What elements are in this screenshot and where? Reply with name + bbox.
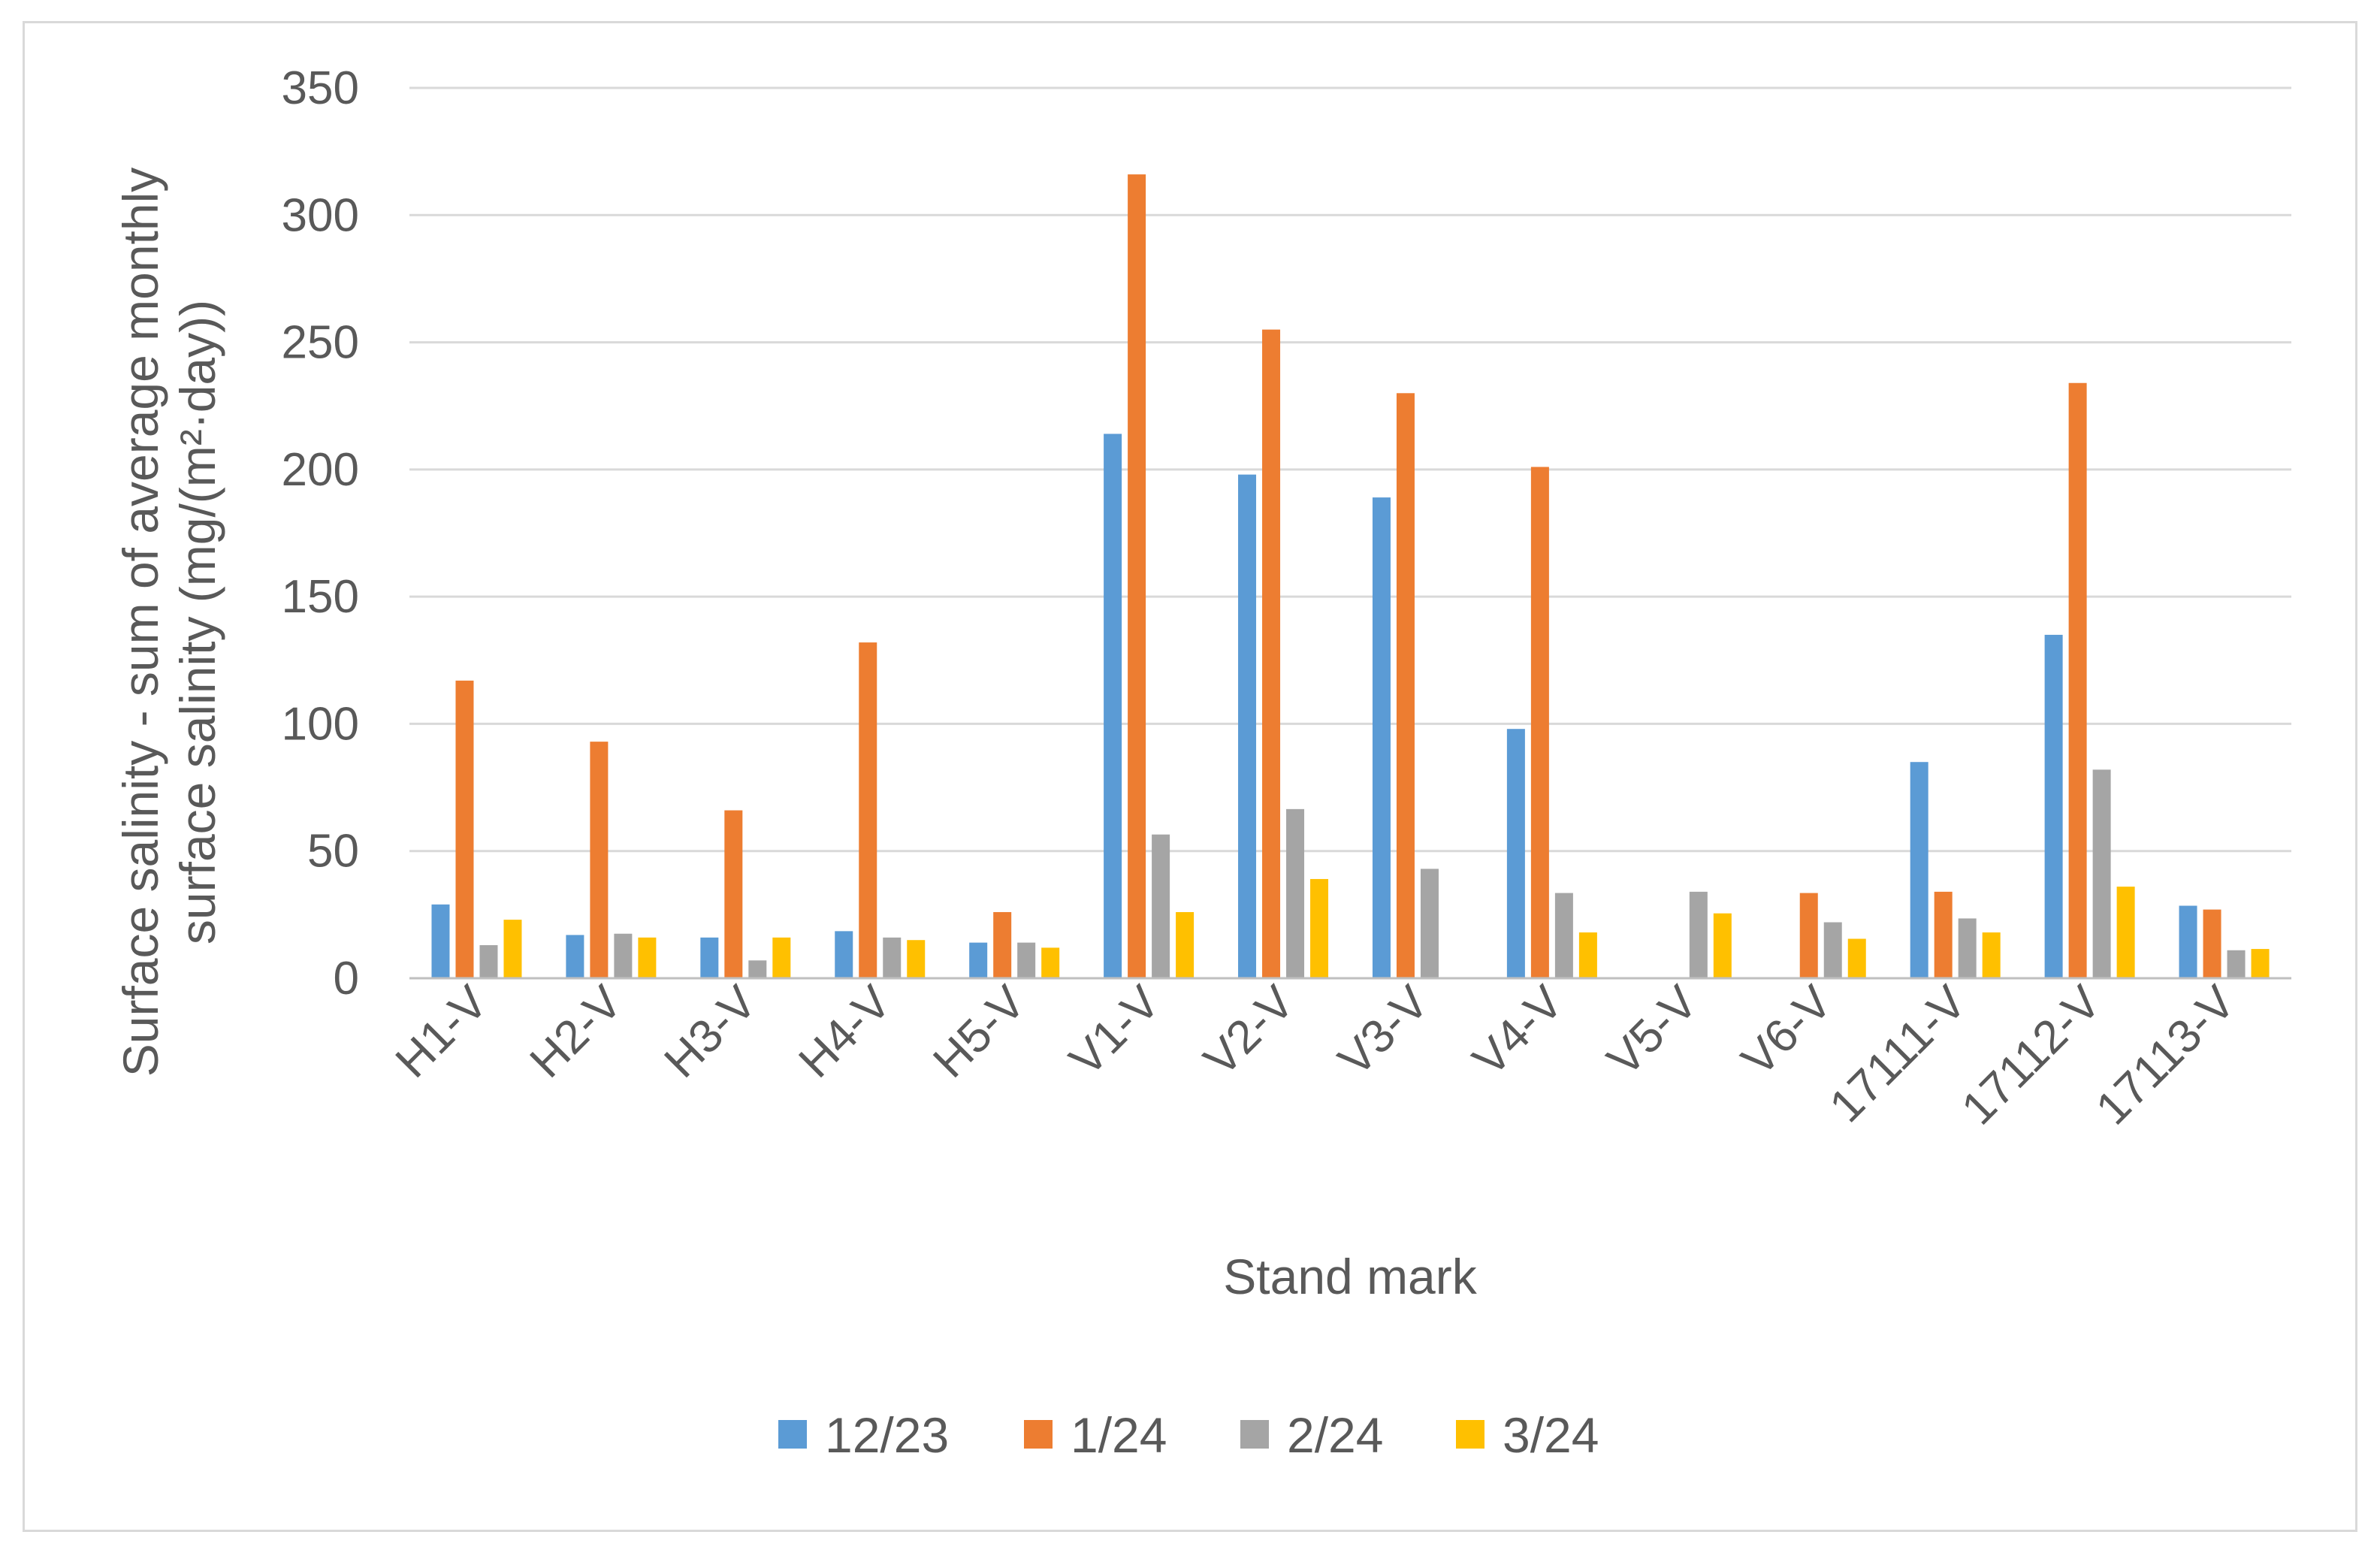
bars	[431, 174, 2270, 979]
bar-V5-V-3-24	[1713, 913, 1732, 978]
bar-V3-V-12-23	[1372, 497, 1391, 978]
y-axis-title-line: Surface salinity - sum of average monthl…	[113, 168, 168, 1077]
x-tick-label: H4-V	[789, 976, 901, 1088]
legend-swatch-1-24	[1024, 1420, 1053, 1449]
legend-swatch-12-23	[778, 1420, 807, 1449]
bar-V3-V-2-24	[1420, 869, 1439, 978]
bar-V4-V-12-23	[1506, 729, 1525, 978]
bar-H3-V-1-24	[724, 810, 743, 978]
y-tick-label: 150	[282, 571, 359, 623]
bar-17112-V-1-24	[2068, 382, 2087, 978]
x-tick-label: H2-V	[521, 976, 633, 1088]
bar-17113-V-3-24	[2251, 949, 2270, 978]
bar-H5-V-12-23	[969, 942, 988, 978]
x-tick-label: 17112-V	[1952, 976, 2111, 1135]
bar-H1-V-1-24	[455, 680, 474, 978]
bar-H5-V-3-24	[1041, 947, 1060, 978]
bar-H5-V-2-24	[1017, 942, 1036, 978]
x-tick-label: H3-V	[655, 976, 767, 1088]
legend-label: 3/24	[1503, 1407, 1599, 1463]
bar-H3-V-12-23	[700, 937, 719, 978]
bar-17112-V-2-24	[2092, 769, 2111, 978]
bar-V6-V-1-24	[1799, 893, 1818, 978]
bar-H4-V-1-24	[859, 642, 877, 978]
y-tick-label: 50	[307, 826, 359, 878]
x-tick-label: H5-V	[923, 976, 1035, 1088]
bar-H2-V-2-24	[614, 933, 633, 978]
x-tick-label: V4-V	[1463, 976, 1574, 1086]
bar-H3-V-2-24	[748, 960, 767, 978]
bar-17113-V-1-24	[2203, 909, 2221, 978]
x-axis-title: Stand mark	[1223, 1249, 1477, 1304]
bar-V1-V-12-23	[1104, 434, 1122, 978]
bar-V2-V-3-24	[1310, 878, 1329, 978]
bar-H2-V-12-23	[566, 935, 584, 978]
bar-V4-V-1-24	[1530, 467, 1549, 978]
bar-H4-V-2-24	[883, 937, 902, 978]
bar-V4-V-3-24	[1578, 932, 1597, 978]
x-tick-label: V1-V	[1060, 976, 1170, 1086]
legend-label: 12/23	[825, 1407, 949, 1463]
y-tick-label: 350	[282, 62, 359, 114]
bar-V6-V-2-24	[1823, 922, 1842, 978]
legend-swatch-3-24	[1456, 1420, 1484, 1449]
x-tick-label: V3-V	[1329, 976, 1439, 1086]
bar-17112-V-3-24	[2116, 887, 2135, 978]
x-tick-label: V2-V	[1195, 976, 1305, 1086]
x-tick-label: 17113-V	[2086, 976, 2246, 1135]
gridlines	[409, 86, 2291, 853]
bar-V1-V-1-24	[1128, 174, 1146, 979]
bar-17113-V-2-24	[2227, 950, 2246, 978]
bar-H2-V-3-24	[638, 937, 657, 978]
legend: 12/23 1/24 2/24 3/24	[778, 1407, 1599, 1463]
legend-swatch-2-24	[1240, 1420, 1269, 1449]
legend-label: 2/24	[1287, 1407, 1383, 1463]
y-axis-title-line: surface salinity (mg/(m²·day))	[170, 300, 225, 944]
bar-H4-V-12-23	[835, 931, 853, 978]
y-tick-labels: 0 50 100 150 200 250 300 350	[282, 62, 359, 1005]
bar-V1-V-3-24	[1176, 911, 1195, 978]
bar-H4-V-3-24	[907, 940, 926, 978]
bar-17111-V-12-23	[1910, 762, 1928, 978]
bar-17111-V-2-24	[1958, 918, 1977, 978]
bar-17112-V-12-23	[2044, 634, 2063, 978]
bar-17111-V-3-24	[1982, 932, 2001, 978]
chart-frame	[23, 21, 2357, 1532]
bar-V3-V-1-24	[1396, 393, 1415, 978]
bar-H1-V-3-24	[503, 920, 522, 978]
y-tick-label: 100	[282, 698, 359, 750]
x-tick-label: V6-V	[1732, 976, 1842, 1086]
x-tick-label: H1-V	[386, 976, 498, 1088]
bar-17113-V-12-23	[2179, 905, 2197, 978]
bar-V2-V-12-23	[1238, 474, 1257, 978]
bar-V6-V-3-24	[1847, 938, 1866, 978]
bar-V5-V-2-24	[1689, 891, 1708, 978]
bar-H3-V-3-24	[772, 937, 791, 978]
bar-H1-V-2-24	[479, 944, 498, 978]
x-tick-labels: H1-V H2-V H3-V H4-V H5-V V1-V V2-V V3-V V4-V V5-V…	[386, 976, 2246, 1135]
x-tick-label: 17111-V	[1820, 976, 1977, 1132]
bar-H1-V-12-23	[431, 904, 450, 978]
y-tick-label: 300	[282, 189, 359, 241]
bar-V2-V-1-24	[1262, 329, 1281, 979]
y-tick-label: 250	[282, 317, 359, 369]
y-tick-label: 200	[282, 444, 359, 496]
bar-H5-V-1-24	[993, 911, 1012, 978]
bar-V4-V-2-24	[1554, 893, 1573, 978]
bar-H2-V-1-24	[590, 742, 609, 978]
bar-V1-V-2-24	[1152, 834, 1170, 978]
y-tick-label: 0	[334, 953, 359, 1005]
y-axis-title: Surface salinity - sum of average monthl…	[113, 168, 225, 1077]
x-tick-label: V5-V	[1597, 976, 1708, 1086]
bar-V2-V-2-24	[1286, 808, 1305, 978]
bar-17111-V-1-24	[1934, 891, 1953, 978]
legend-label: 1/24	[1071, 1407, 1167, 1463]
